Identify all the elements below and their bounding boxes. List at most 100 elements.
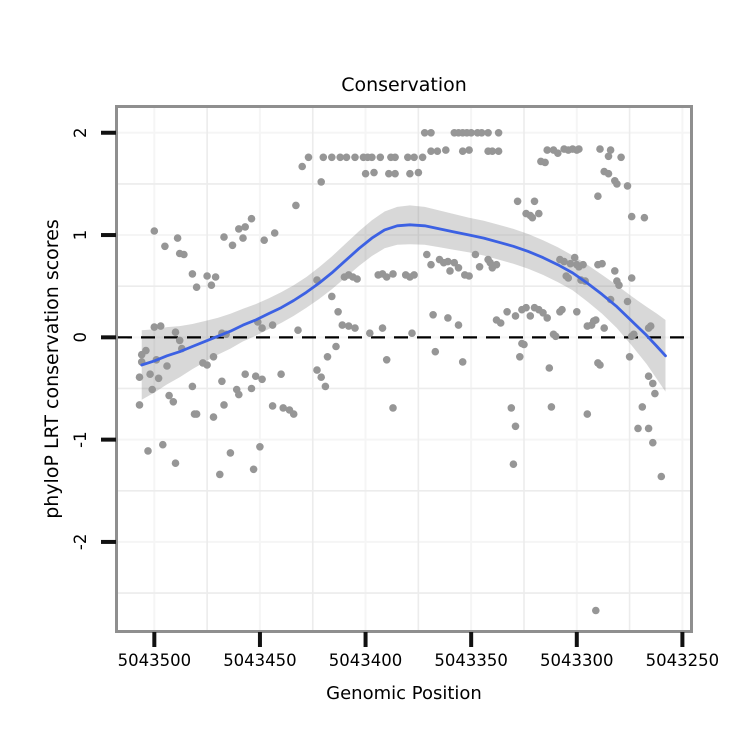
x-tick-label: 5043250 xyxy=(646,651,720,670)
data-point xyxy=(484,129,492,137)
data-point xyxy=(604,169,613,178)
data-point xyxy=(454,321,463,329)
data-point xyxy=(146,370,154,379)
data-point xyxy=(467,129,476,137)
data-point xyxy=(511,422,520,431)
plot-title: Conservation xyxy=(341,74,467,96)
data-point xyxy=(351,153,359,162)
data-point xyxy=(334,308,342,316)
data-point xyxy=(427,147,435,155)
data-point xyxy=(382,356,391,364)
data-point xyxy=(592,606,600,615)
data-point xyxy=(644,372,653,381)
data-point xyxy=(277,370,285,379)
data-point xyxy=(258,324,266,332)
x-tick-label: 5043450 xyxy=(223,651,297,670)
data-point xyxy=(604,152,613,161)
data-point xyxy=(423,250,431,259)
data-point xyxy=(640,213,649,222)
data-point xyxy=(444,257,452,266)
data-point xyxy=(488,147,497,155)
data-point xyxy=(600,324,608,332)
data-point xyxy=(344,322,353,330)
data-point xyxy=(646,322,655,330)
x-tick-label: 5043500 xyxy=(118,651,192,670)
data-point xyxy=(496,319,505,327)
data-point xyxy=(304,153,313,162)
data-point xyxy=(241,370,249,379)
data-point xyxy=(292,201,300,210)
data-point xyxy=(570,253,579,262)
data-point xyxy=(226,449,235,457)
data-point xyxy=(323,353,332,361)
data-point xyxy=(494,129,503,137)
data-point xyxy=(613,180,621,188)
data-point xyxy=(220,401,228,409)
data-point xyxy=(385,169,393,178)
data-point xyxy=(313,366,321,374)
data-point xyxy=(247,214,256,223)
data-point xyxy=(465,272,473,280)
panel-border xyxy=(115,105,693,633)
data-point xyxy=(328,292,336,301)
data-point xyxy=(596,361,604,369)
y-axis-title: phyloP LRT conservation scores xyxy=(41,219,63,519)
data-point xyxy=(235,390,243,399)
data-point xyxy=(150,323,159,331)
data-point xyxy=(173,234,182,242)
data-point xyxy=(657,472,666,481)
data-point xyxy=(321,382,330,391)
data-point xyxy=(471,250,480,259)
data-point xyxy=(142,346,150,355)
data-point xyxy=(547,403,556,411)
data-point xyxy=(630,330,638,339)
data-point xyxy=(169,398,178,406)
data-point xyxy=(382,273,391,281)
data-point xyxy=(492,260,501,269)
data-point xyxy=(477,129,486,137)
data-point xyxy=(235,225,243,233)
data-point xyxy=(180,250,188,259)
data-point xyxy=(391,153,399,162)
data-point xyxy=(627,212,636,221)
y-tick-label: -1 xyxy=(71,431,90,447)
data-point xyxy=(503,308,511,316)
data-point xyxy=(268,321,277,329)
data-point xyxy=(541,158,549,167)
data-point xyxy=(511,312,520,320)
data-point xyxy=(294,326,302,335)
data-point xyxy=(623,297,632,306)
data-point xyxy=(370,168,378,177)
data-point xyxy=(148,385,156,394)
data-point xyxy=(317,373,326,382)
data-point xyxy=(218,377,226,386)
data-point xyxy=(165,391,173,400)
data-point xyxy=(319,153,328,162)
data-point xyxy=(560,257,568,266)
y-tick-label: -2 xyxy=(71,534,90,550)
data-point xyxy=(592,316,600,324)
data-point xyxy=(270,229,279,237)
y-tick-label: 2 xyxy=(71,128,90,139)
x-tick-label: 5043350 xyxy=(434,651,508,670)
data-point xyxy=(298,162,307,171)
data-point xyxy=(583,410,592,418)
data-point xyxy=(644,424,653,433)
data-point xyxy=(522,303,530,312)
data-point xyxy=(509,460,518,469)
data-point xyxy=(579,260,587,269)
data-point xyxy=(627,274,636,282)
data-point xyxy=(410,153,418,162)
data-point xyxy=(530,197,539,206)
data-point xyxy=(446,267,454,275)
data-point xyxy=(239,234,247,242)
data-point xyxy=(431,347,440,356)
data-point xyxy=(494,147,503,155)
data-point xyxy=(410,271,418,279)
data-point xyxy=(260,236,269,244)
data-point xyxy=(406,169,414,178)
data-point xyxy=(216,470,224,479)
data-point xyxy=(598,259,606,268)
data-point xyxy=(596,145,604,153)
